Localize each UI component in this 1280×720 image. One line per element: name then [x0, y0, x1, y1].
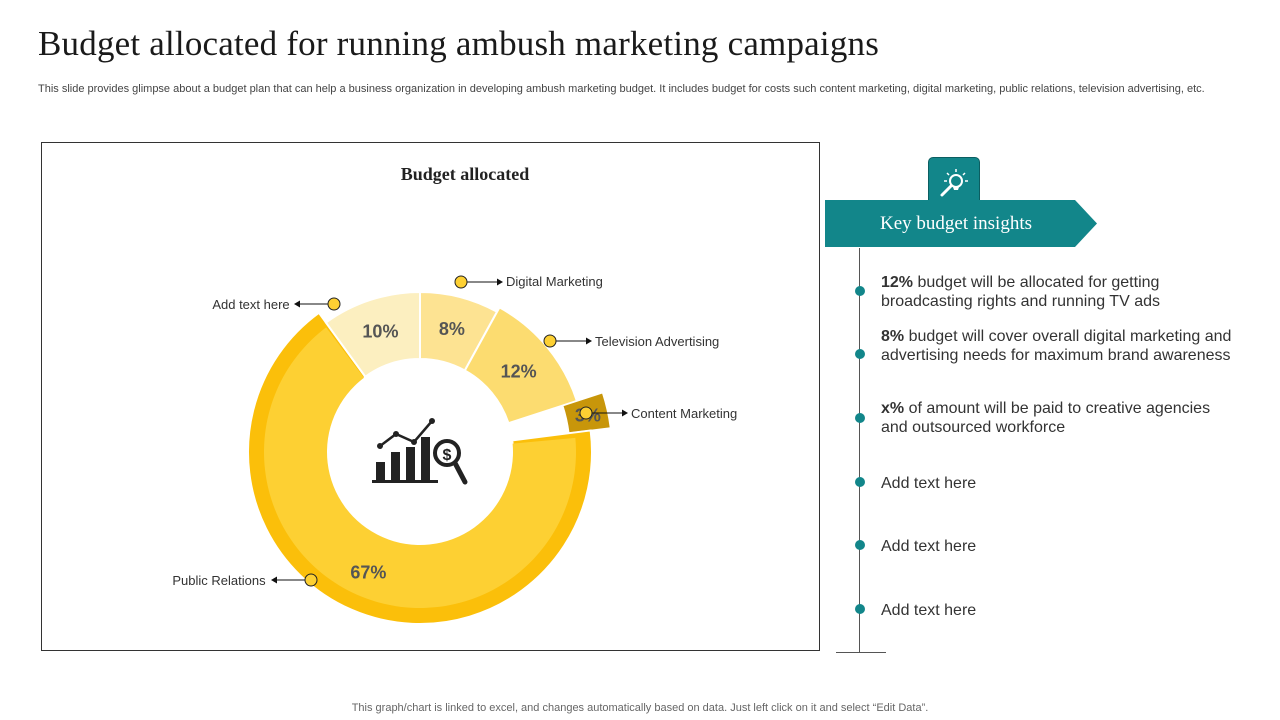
insight-text: Add text here: [881, 602, 977, 619]
page-title: Budget allocated for running ambush mark…: [38, 24, 880, 63]
timeline-dot: [855, 286, 865, 296]
category-label: Digital Marketing: [506, 274, 603, 289]
footer-note: This graph/chart is linked to excel, and…: [351, 702, 929, 714]
insights-banner: Key budget insights: [825, 200, 1097, 247]
chart-frame: [41, 142, 820, 651]
insight-item: 12% budget will be allocated for getting…: [881, 273, 1241, 311]
timeline-dot: [855, 349, 865, 359]
timeline-dot: [855, 604, 865, 614]
callout-dot: [579, 406, 593, 420]
callout-arrowhead: [294, 300, 300, 308]
insight-percent: x%: [881, 400, 905, 417]
timeline-line: [859, 248, 860, 653]
callout-dot: [454, 275, 468, 289]
callout-arrowhead: [622, 409, 628, 417]
chart-money-search-icon: $: [372, 418, 468, 485]
slice-value-label: 8%: [439, 319, 465, 339]
banner-arrow-shape: [825, 200, 1097, 247]
insights-icon-tile: [928, 157, 980, 208]
callout-arrowhead: [586, 337, 592, 345]
callout-dot: [304, 573, 318, 587]
page-subtitle: This slide provides glimpse about a budg…: [38, 83, 1205, 95]
callout-arrowhead: [497, 278, 503, 286]
slice-value-label: 12%: [501, 361, 537, 381]
lightbulb-search-icon: [940, 169, 968, 197]
category-label: Television Advertising: [595, 334, 719, 349]
timeline-base: [836, 652, 886, 653]
slice-value-label: 67%: [350, 562, 386, 582]
insight-text: Add text here: [881, 475, 977, 492]
timeline-dot: [855, 540, 865, 550]
callout-arrowhead: [271, 576, 277, 584]
insight-item: Add text here: [881, 601, 1241, 620]
callout-dot: [543, 334, 557, 348]
timeline-dot: [855, 413, 865, 423]
insight-item: x% of amount will be paid to creative ag…: [881, 399, 1241, 437]
category-label: Content Marketing: [631, 406, 737, 421]
category-label: Public Relations: [172, 573, 266, 588]
insight-percent: 8%: [881, 328, 905, 345]
insights-heading: Key budget insights: [880, 213, 1032, 234]
insight-text: budget will cover overall digital market…: [881, 328, 1232, 364]
insight-text: of amount will be paid to creative agenc…: [881, 400, 1211, 436]
insight-item: Add text here: [881, 537, 1241, 556]
slice-value-label: 10%: [362, 321, 398, 341]
timeline-dot: [855, 477, 865, 487]
insight-item: 8% budget will cover overall digital mar…: [881, 327, 1241, 365]
insight-text: budget will be allocated for getting bro…: [881, 274, 1160, 310]
insight-text: Add text here: [881, 538, 977, 555]
donut-slice-0: [264, 327, 576, 608]
chart-title: Budget allocated: [401, 164, 530, 184]
svg-text:$: $: [443, 447, 452, 464]
insight-item: Add text here: [881, 474, 1241, 493]
insight-percent: 12%: [881, 274, 914, 291]
budget-donut-chart: Budget allocated 8% Digital Marketing 12% Te…: [172, 164, 737, 625]
callout-dot: [327, 297, 341, 311]
donut-slice-1: [324, 290, 421, 379]
category-label: Add text here: [212, 297, 289, 312]
